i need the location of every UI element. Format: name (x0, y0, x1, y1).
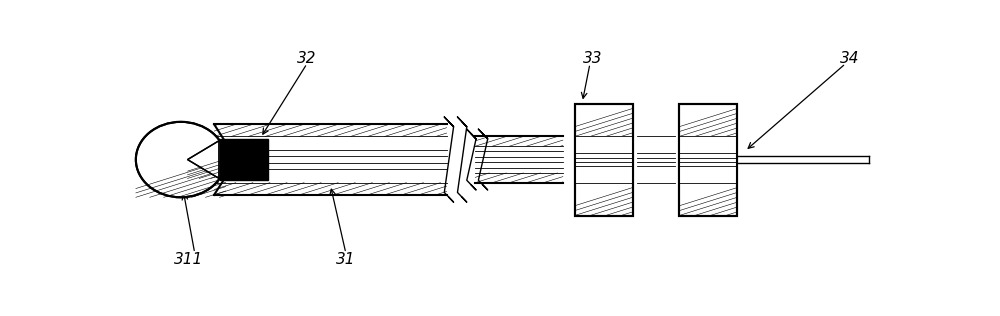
Bar (679, 183, 737, 216)
Bar (220, 139, 268, 180)
Bar (679, 104, 737, 137)
Bar (214, 124, 447, 137)
Bar (679, 104, 737, 216)
Bar (574, 104, 633, 216)
Bar (679, 104, 737, 216)
Text: 32: 32 (297, 51, 317, 66)
Bar (574, 104, 633, 216)
Bar (574, 104, 633, 137)
Bar (574, 137, 633, 183)
Polygon shape (188, 141, 219, 179)
Bar (574, 183, 633, 216)
Bar (679, 137, 737, 183)
Bar (136, 122, 226, 197)
Ellipse shape (136, 122, 226, 197)
Text: 31: 31 (336, 252, 356, 267)
Bar (188, 141, 219, 179)
Text: 34: 34 (840, 51, 859, 66)
Text: 33: 33 (583, 51, 602, 66)
Bar (475, 137, 563, 146)
Bar (214, 183, 447, 195)
Bar (475, 173, 563, 183)
Text: 311: 311 (174, 252, 203, 267)
